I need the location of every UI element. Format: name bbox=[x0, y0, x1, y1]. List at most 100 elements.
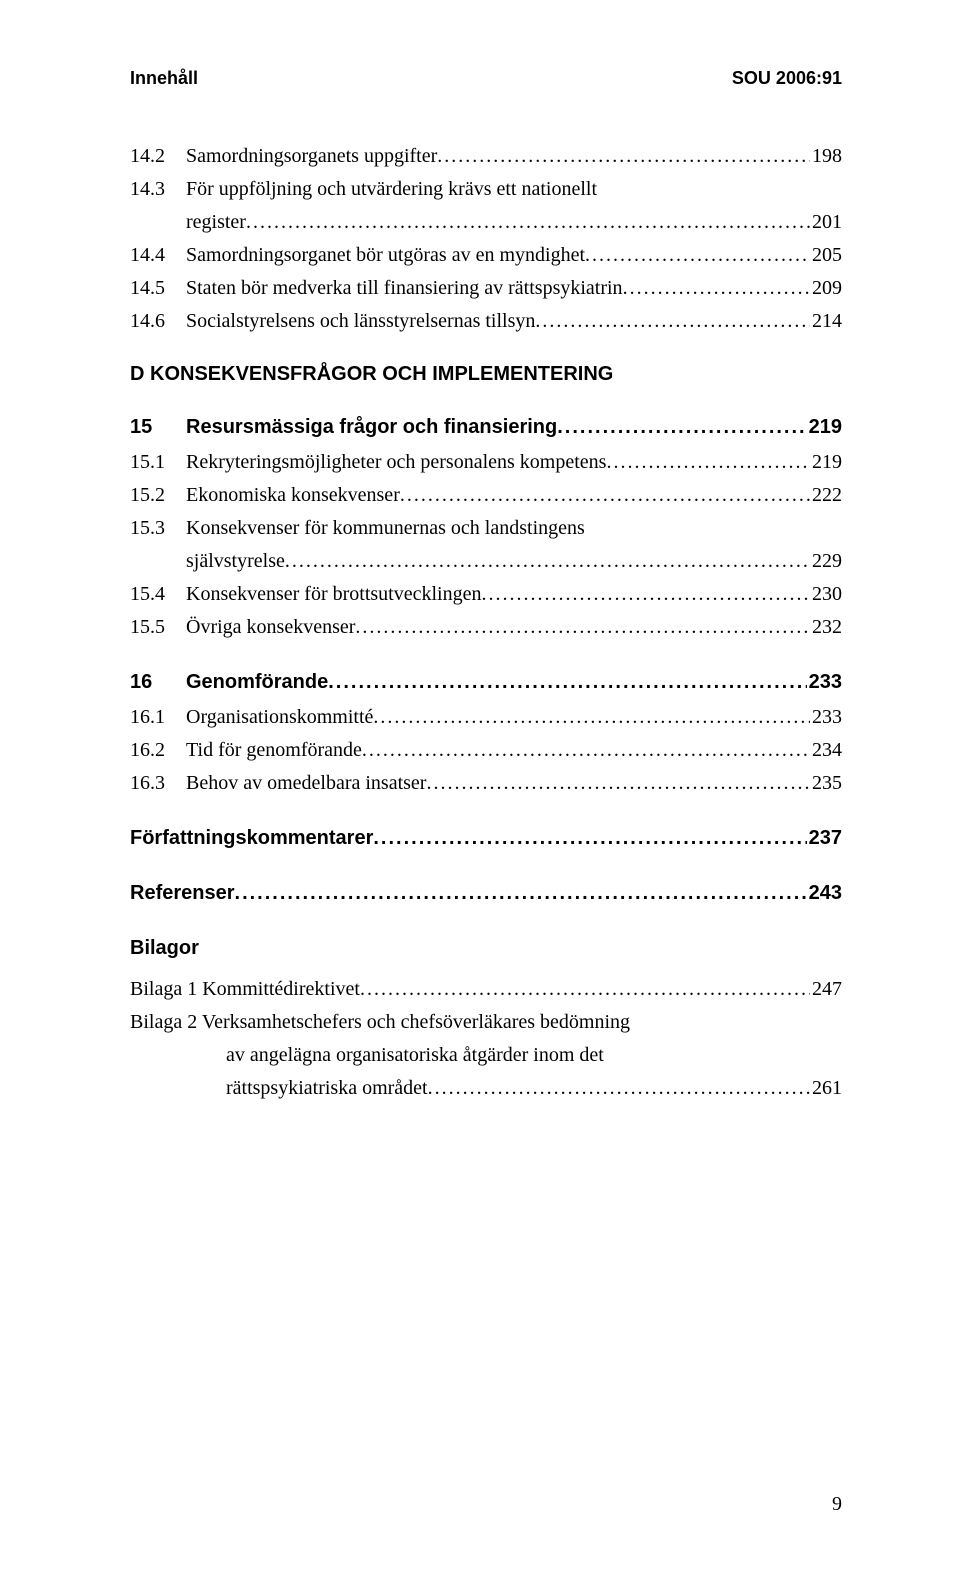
toc-line: 15.1Rekryteringsmöjligheter och personal… bbox=[130, 449, 842, 476]
toc-label: Samordningsorganet bör utgöras av en myn… bbox=[186, 242, 585, 269]
toc-number: 14.6 bbox=[130, 308, 186, 335]
table-of-contents: 14.2Samordningsorganets uppgifter 198 14.3… bbox=[130, 143, 842, 1102]
toc-page: 198 bbox=[810, 143, 842, 170]
toc-line: 16.1Organisationskommitté 233 bbox=[130, 704, 842, 731]
page-number: 9 bbox=[832, 1493, 842, 1516]
toc-line: av angelägna organisatoriska åtgärder in… bbox=[130, 1042, 842, 1069]
toc-label: Socialstyrelsens och länsstyrelsernas ti… bbox=[186, 308, 535, 335]
toc-number: 16.3 bbox=[130, 770, 186, 797]
toc-page: 234 bbox=[810, 737, 842, 764]
toc-leader bbox=[623, 275, 810, 302]
toc-label: Organisationskommitté bbox=[186, 704, 373, 731]
toc-page: 214 bbox=[810, 308, 842, 335]
toc-label: Författningskommentarer bbox=[130, 825, 373, 852]
toc-number: 16.2 bbox=[130, 737, 186, 764]
toc-number: 15.1 bbox=[130, 449, 186, 476]
toc-page: 232 bbox=[810, 614, 842, 641]
toc-line: register 201 bbox=[130, 209, 842, 236]
toc-label: Konsekvenser för brottsutvecklingen bbox=[186, 581, 481, 608]
header-left: Innehåll bbox=[130, 68, 198, 89]
toc-number: 15.5 bbox=[130, 614, 186, 641]
toc-label: Referenser bbox=[130, 880, 235, 907]
toc-label: Rekryteringsmöjligheter och personalens … bbox=[186, 449, 606, 476]
toc-page: 261 bbox=[810, 1075, 842, 1102]
toc-label: Bilaga 1 Kommittédirektivet bbox=[130, 976, 360, 1003]
toc-line: 15.2Ekonomiska konsekvenser 222 bbox=[130, 482, 842, 509]
toc-leader bbox=[481, 581, 810, 608]
running-header: Innehåll SOU 2006:91 bbox=[130, 68, 842, 89]
toc-page: 235 bbox=[810, 770, 842, 797]
page: Innehåll SOU 2006:91 14.2Samordningsorga… bbox=[0, 0, 960, 1578]
toc-leader bbox=[246, 209, 810, 236]
toc-number: 15.4 bbox=[130, 581, 186, 608]
header-right: SOU 2006:91 bbox=[732, 68, 842, 89]
toc-leader bbox=[373, 704, 810, 731]
toc-leader bbox=[328, 669, 806, 696]
toc-number: 15.3 bbox=[130, 515, 186, 542]
toc-line: 16.2Tid för genomförande 234 bbox=[130, 737, 842, 764]
toc-label: Staten bör medverka till finansiering av… bbox=[186, 275, 623, 302]
toc-label: Konsekvenser för kommunernas och landsti… bbox=[186, 515, 585, 542]
section-heading: D KONSEKVENSFRÅGOR OCH IMPLEMENTERING bbox=[130, 363, 842, 386]
toc-line: självstyrelse 229 bbox=[130, 548, 842, 575]
toc-page: 247 bbox=[810, 976, 842, 1003]
toc-label: Bilaga 2 Verksamhetschefers och chefsöve… bbox=[130, 1009, 630, 1036]
toc-leader bbox=[557, 414, 806, 441]
toc-leader bbox=[285, 548, 810, 575]
toc-label: För uppföljning och utvärdering krävs et… bbox=[186, 176, 597, 203]
bilagor-heading: Bilagor bbox=[130, 937, 842, 960]
toc-number: 14.2 bbox=[130, 143, 186, 170]
toc-leader bbox=[355, 614, 810, 641]
toc-number: 14.4 bbox=[130, 242, 186, 269]
toc-number: 16 bbox=[130, 669, 186, 696]
toc-leader bbox=[585, 242, 810, 269]
toc-page: 229 bbox=[810, 548, 842, 575]
toc-page: 219 bbox=[807, 414, 842, 441]
toc-page: 233 bbox=[810, 704, 842, 731]
toc-leader bbox=[362, 737, 810, 764]
toc-label-cont: register bbox=[130, 209, 246, 236]
toc-leader bbox=[428, 1075, 810, 1102]
toc-number: 16.1 bbox=[130, 704, 186, 731]
toc-line: Författningskommentarer 237 bbox=[130, 825, 842, 852]
toc-page: 219 bbox=[810, 449, 842, 476]
toc-label-cont: självstyrelse bbox=[130, 548, 285, 575]
toc-line: 14.6Socialstyrelsens och länsstyrelserna… bbox=[130, 308, 842, 335]
toc-leader bbox=[360, 976, 810, 1003]
toc-line: 14.3För uppföljning och utvärdering kräv… bbox=[130, 176, 842, 203]
toc-line: 15.4Konsekvenser för brottsutvecklingen 2… bbox=[130, 581, 842, 608]
toc-line: 15Resursmässiga frågor och finansiering2… bbox=[130, 414, 842, 441]
toc-page: 209 bbox=[810, 275, 842, 302]
toc-number: 15.2 bbox=[130, 482, 186, 509]
toc-leader bbox=[535, 308, 810, 335]
toc-label: Genomförande bbox=[186, 669, 328, 696]
toc-number: 14.3 bbox=[130, 176, 186, 203]
toc-line: 15.3Konsekvenser för kommunernas och lan… bbox=[130, 515, 842, 542]
toc-label: Samordningsorganets uppgifter bbox=[186, 143, 437, 170]
toc-leader bbox=[400, 482, 810, 509]
toc-leader bbox=[426, 770, 810, 797]
toc-page: 222 bbox=[810, 482, 842, 509]
toc-line: 14.2Samordningsorganets uppgifter 198 bbox=[130, 143, 842, 170]
toc-line: rättspsykiatriska området 261 bbox=[130, 1075, 842, 1102]
toc-leader bbox=[437, 143, 810, 170]
toc-line: Referenser 243 bbox=[130, 880, 842, 907]
toc-label-cont: rättspsykiatriska området bbox=[130, 1075, 428, 1102]
toc-number: 14.5 bbox=[130, 275, 186, 302]
toc-line: 16Genomförande233 bbox=[130, 669, 842, 696]
toc-label: Resursmässiga frågor och finansiering bbox=[186, 414, 557, 441]
toc-line: Bilaga 1 Kommittédirektivet 247 bbox=[130, 976, 842, 1003]
toc-leader bbox=[606, 449, 810, 476]
toc-line: 16.3Behov av omedelbara insatser235 bbox=[130, 770, 842, 797]
toc-label: Övriga konsekvenser bbox=[186, 614, 355, 641]
toc-line: 15.5Övriga konsekvenser 232 bbox=[130, 614, 842, 641]
toc-line: 14.4Samordningsorganet bör utgöras av en… bbox=[130, 242, 842, 269]
toc-label: Ekonomiska konsekvenser bbox=[186, 482, 400, 509]
toc-page: 230 bbox=[810, 581, 842, 608]
toc-label: Tid för genomförande bbox=[186, 737, 362, 764]
toc-leader bbox=[373, 825, 806, 852]
toc-page: 201 bbox=[810, 209, 842, 236]
toc-page: 205 bbox=[810, 242, 842, 269]
toc-page: 237 bbox=[807, 825, 842, 852]
toc-page: 243 bbox=[807, 880, 842, 907]
